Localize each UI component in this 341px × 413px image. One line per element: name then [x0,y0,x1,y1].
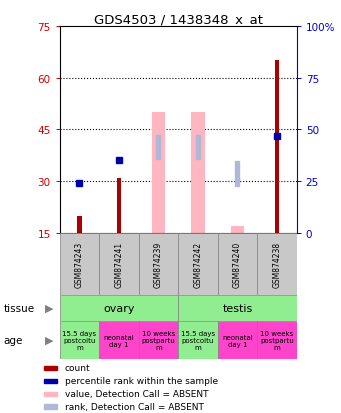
Text: GSM874238: GSM874238 [272,241,281,287]
Bar [178,295,297,321]
Bar [60,321,99,359]
Text: tissue: tissue [3,303,34,313]
Bar [151,113,165,233]
Bar [139,233,178,295]
Text: ▶: ▶ [45,303,54,313]
Bar [275,61,279,233]
Bar [257,321,297,359]
Text: GSM874239: GSM874239 [154,241,163,287]
Text: ovary: ovary [103,303,135,313]
Text: ▶: ▶ [45,335,54,345]
Bar [44,392,57,396]
Bar [44,366,57,370]
Bar [231,226,244,233]
Text: testis: testis [222,303,253,313]
Text: GSM874241: GSM874241 [115,241,123,287]
Bar [60,233,99,295]
Text: GSM874243: GSM874243 [75,241,84,287]
Bar [235,162,239,187]
Text: GSM874240: GSM874240 [233,241,242,287]
Bar [44,404,57,408]
Text: 15.5 days
postcoitu
m: 15.5 days postcoitu m [181,330,215,350]
Bar [191,113,205,233]
Bar [117,178,121,233]
Text: neonatal
day 1: neonatal day 1 [104,334,134,347]
Text: 10 weeks
postpartu
m: 10 weeks postpartu m [260,330,294,350]
Bar [99,321,139,359]
Bar [139,321,178,359]
Bar [178,321,218,359]
Bar [218,321,257,359]
Bar [60,295,178,321]
Bar [218,233,257,295]
Bar [196,135,200,160]
Text: 10 weeks
postpartu
m: 10 weeks postpartu m [142,330,175,350]
Text: age: age [3,335,23,345]
Bar [178,233,218,295]
Bar [157,135,160,160]
Text: rank, Detection Call = ABSENT: rank, Detection Call = ABSENT [65,402,204,411]
Text: GSM874242: GSM874242 [193,241,203,287]
Bar [257,233,297,295]
Text: count: count [65,363,91,372]
Text: percentile rank within the sample: percentile rank within the sample [65,376,218,385]
Bar [77,216,82,233]
Title: GDS4503 / 1438348_x_at: GDS4503 / 1438348_x_at [94,13,263,26]
Bar [44,379,57,383]
Text: neonatal
day 1: neonatal day 1 [222,334,253,347]
Bar [99,233,139,295]
Text: 15.5 days
postcoitu
m: 15.5 days postcoitu m [62,330,97,350]
Text: value, Detection Call = ABSENT: value, Detection Call = ABSENT [65,389,208,398]
